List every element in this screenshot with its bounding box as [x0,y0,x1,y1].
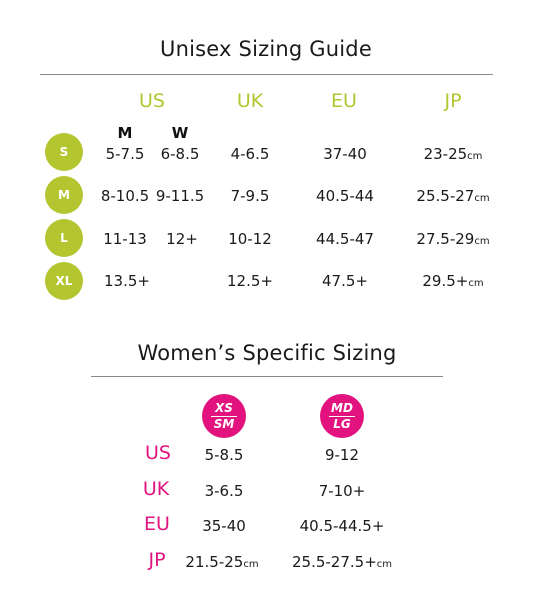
us-men-xl: 13.5+ [104,272,150,290]
jp-xl: 29.5+cm [422,272,484,290]
eu-l: 44.5-47 [316,230,374,248]
uk-l: 10-12 [228,230,272,248]
gender-women: W [171,124,189,142]
badge-divider [329,415,355,417]
womens-uk-md-lg: 7-10+ [318,482,366,500]
header-us: US [139,90,165,112]
jp-s: 23-25cm [423,145,483,163]
jp-m: 25.5-27cm [416,187,490,205]
size-badge-xs-sm: XS SM [202,394,246,438]
jp-l: 27.5-29cm [416,230,490,248]
unisex-title: Unisex Sizing Guide [160,37,372,61]
womens-title: Women’s Specific Sizing [137,341,397,365]
uk-xl: 12.5+ [227,272,273,290]
eu-m: 40.5-44 [316,187,374,205]
womens-jp-md-lg: 25.5-27.5+cm [291,553,393,571]
header-eu: EU [331,90,357,112]
badge-sm-label: SM [213,416,235,431]
womens-uk-xs-sm: 3-6.5 [204,482,244,500]
womens-label-us: US [145,442,171,464]
womens-eu-md-lg: 40.5-44.5+ [299,517,385,535]
womens-us-xs-sm: 5-8.5 [204,446,244,464]
size-badge-s: S [45,133,83,171]
womens-label-eu: EU [144,513,170,535]
womens-us-md-lg: 9-12 [324,446,360,464]
womens-label-uk: UK [142,478,170,500]
header-uk: UK [236,90,264,112]
us-women-m: 9-11.5 [155,187,205,205]
uk-m: 7-9.5 [230,187,270,205]
womens-divider [91,376,443,377]
header-jp: JP [444,90,462,112]
eu-xl: 47.5+ [322,272,368,290]
us-women-s: 6-8.5 [160,145,200,163]
us-men-s: 5-7.5 [105,145,145,163]
us-men-m: 8-10.5 [100,187,150,205]
us-men-l: 11-13 [103,230,147,248]
badge-md-label: MD [331,400,353,415]
badge-divider [211,415,237,417]
size-badge-m: M [45,176,83,214]
size-badge-md-lg: MD LG [320,394,364,438]
womens-eu-xs-sm: 35-40 [202,517,246,535]
size-badge-l: L [45,219,83,257]
us-women-l: 12+ [166,230,198,248]
badge-lg-label: LG [333,416,351,431]
gender-men: M [117,124,133,142]
badge-xs-label: XS [215,400,233,415]
uk-s: 4-6.5 [230,145,270,163]
size-badge-xl: XL [45,262,83,300]
womens-jp-xs-sm: 21.5-25cm [185,553,259,571]
eu-s: 37-40 [323,145,367,163]
womens-label-jp: JP [148,549,166,571]
unisex-divider [40,74,493,75]
